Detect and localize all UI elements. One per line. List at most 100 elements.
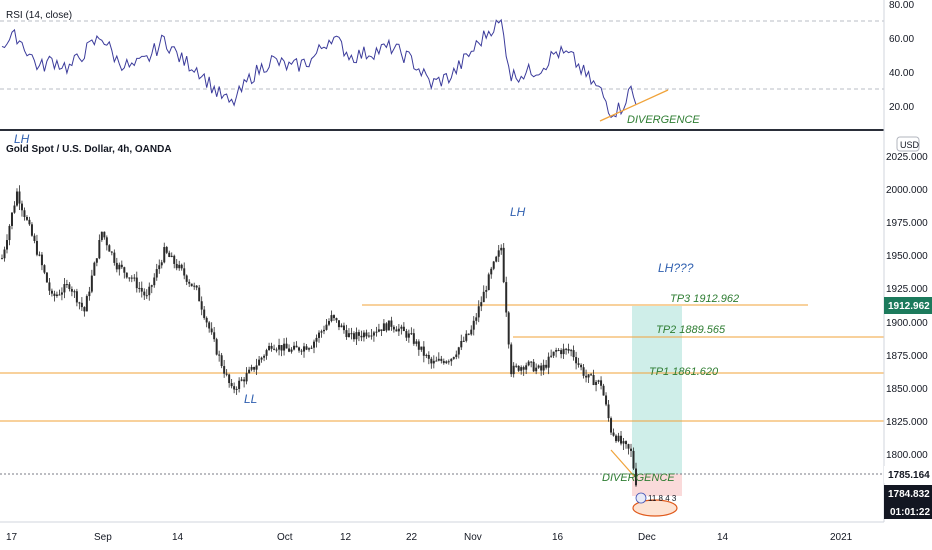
candle-body [213,332,216,340]
candle-body [365,332,368,337]
currency-badge[interactable] [896,136,920,152]
candle-body [305,346,308,350]
candle-body [130,277,133,279]
candle-body [560,350,563,355]
price-scale[interactable]: 80.00 60.00 40.00 20.00 USD 2025.000 200… [883,0,932,550]
candle-body [95,258,98,263]
candles-group [1,185,637,487]
candle-body [575,357,578,364]
candle-body [630,448,633,451]
price-tick: 1975.000 [886,218,928,229]
candle-body [83,307,86,312]
candle-body [118,264,121,270]
candle-body [23,210,26,217]
candle-body [437,358,440,361]
candle-body [273,348,276,350]
candle-body [442,360,445,364]
candle-body [60,292,63,295]
candle-body [535,367,538,372]
price-tick: 1850.000 [886,384,928,395]
annotation-lh-mid: LH [510,205,526,219]
candle-body [417,341,420,350]
price-tick: 1800.000 [886,450,928,461]
candle-body [485,290,488,292]
pane-separator[interactable] [0,129,932,131]
candle-body [200,301,203,310]
candle-body [325,324,328,330]
rsi-line [1,18,637,119]
candle-body [210,328,213,333]
candle-body [520,367,523,371]
candle-body [322,329,325,332]
stop-zone[interactable] [632,474,682,496]
candle-body [585,375,588,378]
candle-body [390,320,393,327]
last-price-tag [884,466,932,483]
candle-body [3,249,6,259]
candle-body [275,349,278,351]
candle-body [470,329,473,335]
candle-body [25,216,28,220]
candle-body [342,325,345,331]
time-label: Dec [638,532,656,543]
time-label: 16 [552,532,564,543]
candle-body [110,251,113,253]
candle-body [622,441,625,444]
candle-body [415,341,418,344]
candle-body [510,344,513,375]
candle-body [105,237,108,246]
candle-body [517,365,520,371]
candle-body [245,373,248,382]
candle-body [432,360,435,364]
candle-body [460,340,463,348]
candle-body [240,379,243,381]
candle-body [270,345,273,349]
candle-body [218,354,221,356]
candle-body [298,347,301,351]
candle-body [375,331,378,333]
candle-body [185,275,188,282]
time-axis[interactable]: 17 Sep 14 Oct 12 22 Nov 16 Dec 14 2021 [0,521,884,543]
candle-body [98,240,101,259]
price-divergence-trendline [610,449,635,477]
candle-body [68,284,71,290]
candle-body [290,349,293,352]
candle-body [73,291,76,293]
candle-body [465,333,468,341]
time-label: 17 [6,532,18,543]
candle-body [193,285,196,287]
candle-body [452,357,455,359]
candle-body [492,261,495,269]
candle-body [188,281,191,284]
candle-body [133,277,136,279]
candle-body [203,309,206,318]
candle-body [303,346,306,352]
candle-body [138,287,141,289]
time-label: Sep [94,532,112,543]
rsi-tick: 80.00 [889,0,914,11]
time-label: 12 [340,532,352,543]
price-tick: 1950.000 [886,251,928,262]
annotation-tp3: TP3 1912.962 [670,293,739,305]
candle-body [580,364,583,368]
candle-body [440,358,443,361]
candle-body [525,365,528,370]
candle-body [28,219,31,225]
price-panel: Gold Spot / U.S. Dollar, 4h, OANDA LH LH… [0,132,884,517]
candle-body [35,240,38,255]
candle-body [482,291,485,303]
price-tick: 2025.000 [886,152,928,163]
candle-body [235,388,238,390]
candle-body [78,302,81,304]
candle-body [153,277,156,286]
candle-body [557,350,560,352]
target-zone[interactable] [632,306,682,474]
candle-body [293,345,296,350]
candle-body [420,346,423,350]
candle-body [178,264,181,269]
candle-body [125,272,128,278]
event-badge[interactable]: 11 8 4 3 [632,492,678,517]
candle-body [330,315,333,322]
candle-body [335,318,338,321]
